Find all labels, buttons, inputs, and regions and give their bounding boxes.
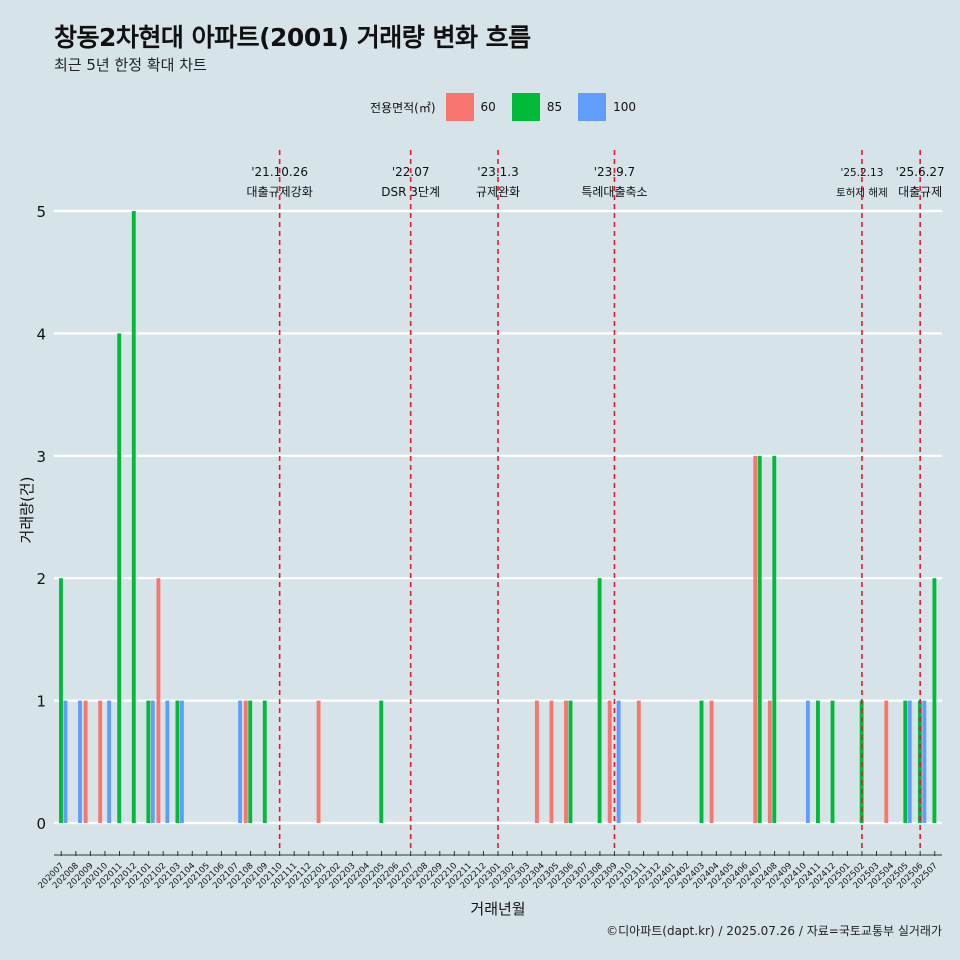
event-text-label: 특례대출축소 <box>581 185 647 199</box>
y-tick-label: 1 <box>36 693 46 711</box>
chart-subtitle: 최근 5년 한정 확대 차트 <box>54 56 207 74</box>
bar-100-202309 <box>616 700 621 823</box>
bar-100-202410 <box>805 700 810 823</box>
bar-100-202101 <box>150 700 155 823</box>
bar-60-202404 <box>709 700 714 823</box>
bar-85-202502 <box>859 700 864 823</box>
legend-label-85: 85 <box>546 100 563 114</box>
bar-100-202505 <box>907 700 912 823</box>
bar-60-202108 <box>243 700 248 823</box>
bar-60-202408 <box>767 700 772 823</box>
x-axis-title: 거래년월 <box>470 900 525 918</box>
event-text-label: DSR 3단계 <box>381 185 440 199</box>
bar-60-202009 <box>83 700 88 823</box>
bar-60-202407 <box>753 455 758 823</box>
legend-label-60: 60 <box>480 100 496 114</box>
event-date-label: '25.6.27 <box>896 165 945 179</box>
legend: 전용면적(㎡) 60 85 100 <box>370 93 652 121</box>
bar-85-202407 <box>757 455 762 823</box>
bar-85-202011 <box>117 333 122 823</box>
y-tick-label: 2 <box>36 570 46 588</box>
bar-85-202408 <box>772 455 777 823</box>
bar-100-202008 <box>78 700 82 823</box>
y-tick-label: 4 <box>36 325 46 343</box>
legend-item-100: 100 <box>578 93 636 121</box>
event-date-label: '23.1.3 <box>477 165 518 179</box>
bar-85-202103 <box>175 700 180 823</box>
bar-100-202506 <box>922 700 927 823</box>
bar-85-202109 <box>262 700 267 823</box>
bar-85-202403 <box>699 700 704 823</box>
bar-60-202010 <box>98 700 103 823</box>
event-date-label: '21.10.26 <box>251 165 308 179</box>
bar-85-202411 <box>816 700 820 823</box>
bar-85-202007 <box>59 578 63 823</box>
bar-60-202504 <box>884 700 889 823</box>
event-text-label: 규제완화 <box>476 185 520 199</box>
bar-100-202102 <box>165 700 170 823</box>
legend-swatch-60 <box>445 93 474 121</box>
bar-60-202305 <box>549 700 554 823</box>
event-date-label: '23.9.7 <box>594 165 635 179</box>
bar-100-202107 <box>238 700 243 823</box>
legend-title: 전용면적(㎡) <box>370 100 436 115</box>
legend-swatch-85 <box>511 93 540 121</box>
event-date-label: '25.2.13 <box>840 167 883 179</box>
y-tick-label: 5 <box>36 203 46 221</box>
bar-60-202201 <box>316 700 321 823</box>
bar-85-202308 <box>597 578 602 823</box>
bar-85-202012 <box>131 211 136 823</box>
event-date-label: '22.07 <box>392 165 430 179</box>
chart-title: 창동2차현대 아파트(2001) 거래량 변화 흐름 <box>54 23 531 52</box>
bar-85-202108 <box>248 700 253 823</box>
bar-85-202505 <box>903 700 908 823</box>
bar-60-202102 <box>156 578 161 823</box>
bar-85-202507 <box>932 578 937 823</box>
y-tick-label: 3 <box>36 448 46 466</box>
legend-swatch-100 <box>578 93 607 121</box>
caption: ©디아파트(dapt.kr) / 2025.07.26 / 자료=국토교통부 실… <box>606 924 942 938</box>
bar-60-202309 <box>607 700 612 823</box>
event-text-label: 대출규제 <box>898 185 942 199</box>
legend-label-100: 100 <box>613 100 636 114</box>
bar-85-202101 <box>146 700 151 823</box>
bar-100-202007 <box>63 700 68 823</box>
event-text-label: 대출규제강화 <box>247 185 313 199</box>
bar-60-202306 <box>564 700 568 823</box>
event-text-label: 토허제 해제 <box>836 186 888 199</box>
bar-85-202306 <box>568 700 573 823</box>
bar-85-202506 <box>917 700 922 823</box>
bar-85-202205 <box>379 700 384 823</box>
bar-60-202311 <box>636 700 641 823</box>
bar-85-202412 <box>830 700 835 823</box>
bar-60-202304 <box>534 700 539 823</box>
bar-100-202103 <box>179 700 184 823</box>
y-axis-title: 거래량(건) <box>18 477 36 544</box>
y-tick-label: 0 <box>36 815 46 833</box>
legend-item-60: 60 <box>445 93 496 121</box>
legend-item-85: 85 <box>511 93 563 121</box>
bar-100-202010 <box>107 700 112 823</box>
